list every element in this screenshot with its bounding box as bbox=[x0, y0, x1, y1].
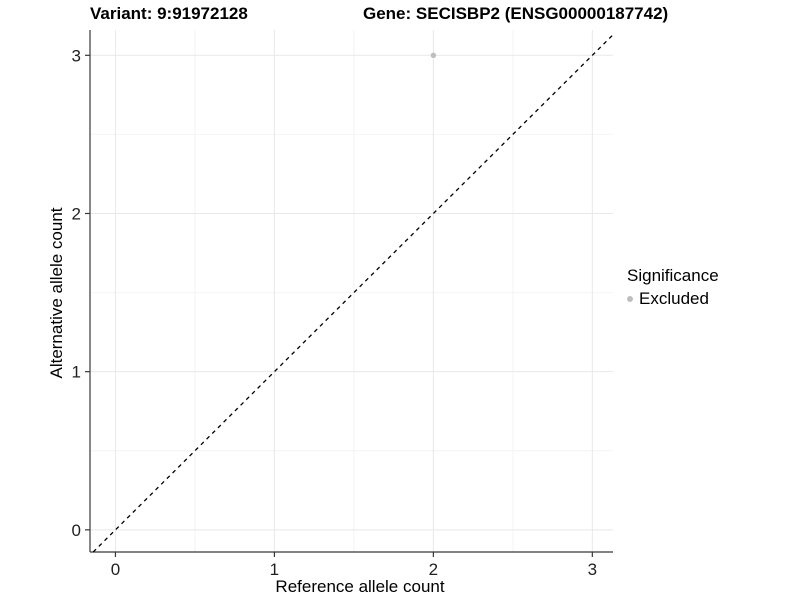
y-tick-label: 2 bbox=[72, 204, 81, 223]
x-tick-label: 0 bbox=[111, 560, 120, 579]
y-tick-label: 3 bbox=[72, 46, 81, 65]
legend: Significance Excluded bbox=[627, 266, 719, 309]
data-point bbox=[430, 52, 437, 59]
y-tick-label: 0 bbox=[72, 521, 81, 540]
y-axis-title: Alternative allele count bbox=[47, 207, 66, 379]
legend-title: Significance bbox=[627, 266, 719, 285]
y-tick-label: 1 bbox=[72, 363, 81, 382]
legend-item-excluded: Excluded bbox=[627, 289, 719, 309]
x-axis-title: Reference allele count bbox=[275, 577, 445, 596]
legend-item-label: Excluded bbox=[639, 289, 709, 308]
x-tick-label: 1 bbox=[270, 560, 279, 579]
excluded-point-icon bbox=[627, 296, 633, 302]
x-tick-label: 3 bbox=[588, 560, 597, 579]
variant-title: Variant: 9:91972128 bbox=[90, 4, 248, 23]
identity-reference-line bbox=[92, 34, 614, 553]
x-tick-label: 2 bbox=[429, 560, 438, 579]
gene-title: Gene: SECISBP2 (ENSG00000187742) bbox=[363, 4, 669, 23]
